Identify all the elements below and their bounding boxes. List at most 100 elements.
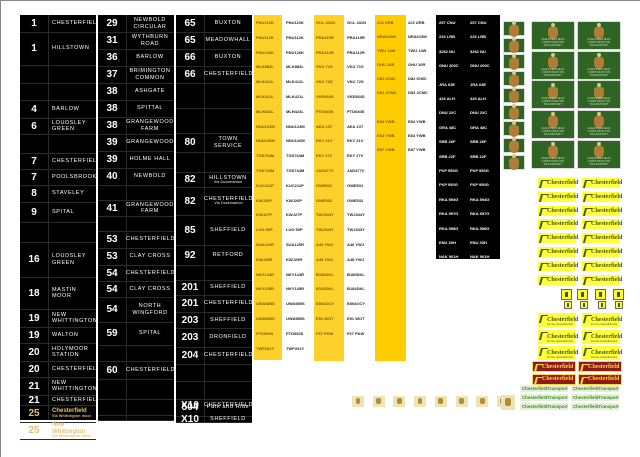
crest-emblem-icon [548, 53, 558, 70]
registration-plate: KWJ25R [256, 256, 273, 262]
registration-plate: NNU126M [286, 138, 305, 144]
crest-label: CHESTERFIELD CORPORATION TRANSPORT [587, 67, 611, 77]
route-destination: CHESTERFIELD [52, 20, 102, 27]
route-destination: CHESTERFIELD [52, 157, 102, 164]
registration-plate: OWE531 [347, 182, 364, 188]
crest-square-icon [352, 396, 364, 407]
chesterfield-logo: Chesterfield [538, 205, 578, 216]
crest-emblem-icon [509, 53, 519, 70]
blind-row: 6 LOUDSLEY GREEN [20, 118, 96, 135]
registration-plate: TWJ343Y [316, 227, 334, 233]
crest-emblem-icon [509, 87, 519, 104]
registration-plate: GNU 200C [470, 63, 490, 69]
route-number: 38 [106, 103, 118, 114]
registration-plate: D83 2CMC [408, 90, 428, 95]
registration-plate: VKU 72S [316, 79, 333, 85]
blind-row: X10 CHESTERFIELD [176, 389, 252, 423]
route-number: 504 [181, 402, 199, 413]
registration-plate: 426 ALH [470, 96, 486, 101]
registration-plate: SUA120R [286, 242, 305, 247]
route-number: 38 [106, 120, 118, 131]
registration-plate: OWE532 [316, 197, 333, 203]
crest-square-icon [414, 396, 427, 407]
registration-plate: JRA 63E [470, 81, 487, 87]
registration-plate: NKY145R [256, 286, 275, 292]
logo-tagline: For the chesterfield bus [547, 356, 574, 359]
registration-plate: 3262 NU [470, 48, 486, 54]
blind-row [98, 185, 174, 201]
blind-row: 39 HOLME HALL [98, 151, 174, 169]
route-destination: GRANGEWOOD FARM [126, 119, 174, 132]
route-destination: WALTON [52, 331, 79, 338]
registration-plate: MLK883L [256, 64, 274, 70]
registration-plate: LUG 50P [286, 227, 303, 233]
crest-badge-large: CHESTERFIELD CORPORATION TRANSPORT [531, 50, 575, 80]
crest-badge-small [503, 137, 525, 154]
route-destination: MASTIN MOOR [52, 286, 77, 299]
blind-row: 82 CHESTERFIELD Via Duckmanton [176, 187, 252, 216]
registration-plate: RKA 598G [439, 225, 459, 231]
blind-row: 18 MASTIN MOOR [20, 277, 96, 310]
registration-plate: NNU126M [256, 138, 275, 144]
logo-text: Chesterfield [588, 363, 620, 370]
registration-plate: D82 ICMC [408, 76, 427, 81]
route-destination: NEWBOLD [133, 173, 166, 180]
route-number: 53 [106, 234, 118, 245]
blind-row [20, 134, 96, 154]
chesterfield-logo: Chesterfield [578, 373, 622, 385]
blind-divider [204, 15, 205, 422]
chesterfield-logo: Chesterfield [582, 233, 622, 244]
registration-plate: VKE564S [316, 94, 334, 99]
blind-row [20, 65, 96, 84]
registration-plate: UWA585S [256, 301, 275, 307]
route-number: 203 [181, 332, 199, 343]
registration-plate: E84 YWB [377, 133, 395, 138]
logo-text: Chesterfield [588, 376, 620, 382]
chesterfield-logo: Chesterfield For the chesterfield bus [538, 313, 578, 327]
blind-row: 20 HOLYMOOR STATION [20, 343, 96, 362]
chesterfield-transport-label: Chesterfield Transport [520, 385, 568, 392]
registration-plate: JRA 63E [439, 81, 456, 87]
crest-emblem-icon [594, 23, 604, 40]
registration-plate: NKY144R [256, 271, 275, 277]
chesterfield-logo: Chesterfield [538, 219, 578, 230]
route-number: 7 [31, 155, 37, 167]
registration-plate: B184DKL [316, 286, 334, 292]
registration-plate: KWJ26P [286, 197, 303, 203]
registration-plate: D82 ICMC [377, 76, 396, 81]
destination-blind-1: 1 CHESTERFIELD 1 HILLSTOWN 4 BARLOW 6 LOUDSLEY … [20, 15, 100, 441]
route-number: 7 [31, 171, 37, 183]
registration-plate: MLK883L [286, 64, 304, 70]
logo-tagline: For the chesterfield bus [547, 339, 574, 343]
registration-plate: EKY 27V [316, 153, 333, 159]
registration-plate: NAK 901H [470, 254, 490, 260]
route-via: Via Duckmanton [214, 201, 243, 206]
blind-row: 201 SHEFFIELD [176, 280, 252, 296]
registration-plate: DNU 22C [439, 110, 457, 116]
crest-label: CHESTERFIELD CORPORATION TRANSPORT [541, 67, 565, 77]
blind-row: 16 LOUDSLEY GREEN [20, 242, 96, 278]
logo-tagline: For the chesterfield bus [547, 323, 574, 326]
registration-plate: 226 LRB [470, 34, 487, 40]
route-number: 1 [31, 43, 37, 54]
blind-row: 92 RETFORD [176, 245, 252, 266]
blind-divider [48, 15, 49, 420]
registration-plate: E804OCY [347, 301, 366, 307]
route-destination: SPITTAL [136, 105, 164, 112]
registration-plate: OHU 16R [377, 62, 395, 67]
logo-square-icon-small [615, 301, 623, 309]
blind-row: 53 CHESTERFIELD [98, 231, 174, 249]
plate-strip-yellow-3 [375, 15, 406, 361]
registration-plate: VKU 72S [347, 79, 364, 85]
logo-square-icon-small [598, 301, 606, 309]
transport-right-text: Transport [598, 395, 619, 400]
chesterfield-logo: Chesterfield [538, 247, 578, 257]
registration-plate: TGS744M [286, 168, 305, 173]
registration-plate: KWJ25R [286, 256, 303, 262]
crest-square-icon [372, 396, 385, 407]
transport-right-text: Transport [547, 404, 568, 409]
blind-row: 40 NEWBOLD [98, 168, 174, 186]
blind-row: 7 CHESTERFIELD [20, 153, 100, 170]
registration-plate: RKA 598G [470, 225, 490, 231]
crest-label: CHESTERFIELD CORPORATION TRANSPORT [541, 97, 565, 107]
